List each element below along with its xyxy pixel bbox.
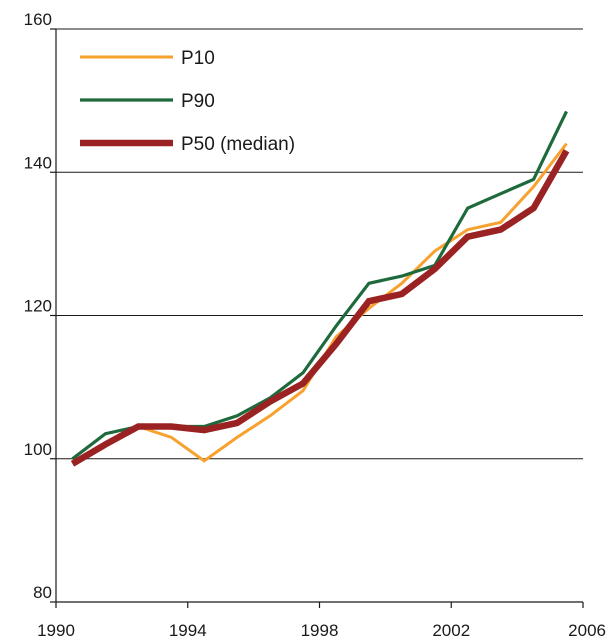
y-tick-label-100: 100	[24, 440, 52, 459]
series-p10	[71, 142, 568, 464]
series-p50-median	[70, 149, 570, 467]
x-tick-label-2002: 2002	[432, 621, 470, 640]
x-tick-label-1990: 1990	[37, 621, 75, 640]
grid-lines	[56, 28, 583, 460]
legend-item-p10: P10	[80, 48, 215, 69]
series-line-p10	[71, 142, 568, 464]
series-lines	[70, 110, 570, 467]
x-tick-label-1998: 1998	[301, 621, 339, 640]
y-tick-label-120: 120	[24, 297, 52, 316]
x-tick-label-1994: 1994	[169, 621, 207, 640]
x-tick-label-2006: 2006	[568, 621, 606, 640]
legend: P10 P90 P50 (median)	[80, 48, 295, 155]
legend-label-p10: P10	[181, 48, 215, 69]
axes	[50, 28, 584, 608]
series-p90	[71, 110, 568, 461]
legend-item-p90: P90	[80, 91, 215, 112]
y-tick-label-140: 140	[24, 153, 52, 172]
y-tick-label-160: 160	[24, 10, 52, 29]
legend-label-p90: P90	[181, 91, 215, 112]
legend-label-p50-median: P50 (median)	[181, 134, 295, 155]
series-line-p50-median	[70, 149, 570, 467]
y-tick-label-80: 80	[33, 583, 52, 602]
legend-item-p50-median: P50 (median)	[80, 134, 295, 155]
tick-labels: 80 100 120 140 160 1990 1994 1998 2002 2006	[24, 10, 606, 640]
series-line-p90	[71, 110, 568, 461]
